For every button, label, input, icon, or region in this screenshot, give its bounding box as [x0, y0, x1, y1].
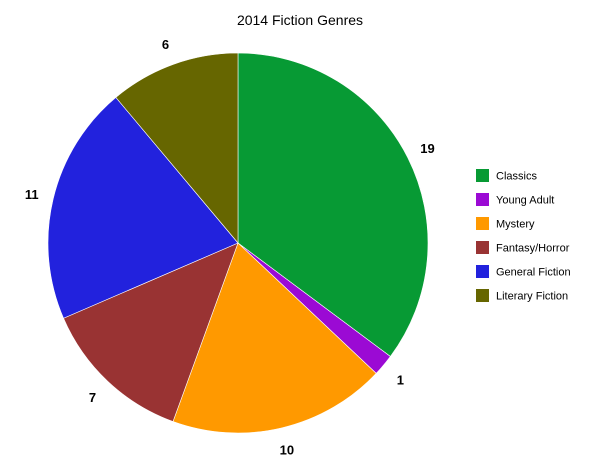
data-label-fantasy-horror: 7	[89, 390, 96, 405]
data-label-young-adult: 1	[397, 372, 404, 387]
pie-slice-literary-fiction	[115, 52, 239, 244]
legend-label-general-fiction: General Fiction	[496, 267, 571, 279]
data-labels: 19 1 10 7 11 6	[25, 37, 435, 457]
data-label-literary-fiction: 6	[162, 37, 169, 52]
data-label-mystery: 10	[280, 442, 294, 457]
legend-label-mystery: Mystery	[496, 219, 535, 231]
pie-slice-general-fiction	[47, 97, 239, 319]
legend-swatch-young-adult	[476, 193, 489, 206]
legend-label-fantasy-horror: Fantasy/Horror	[496, 243, 570, 255]
pie-slice-fantasy-horror	[63, 242, 239, 422]
legend-label-literary-fiction: Literary Fiction	[496, 291, 568, 303]
legend-swatch-fantasy-horror	[476, 241, 489, 254]
data-label-classics: 19	[420, 141, 434, 156]
data-label-general-fiction: 11	[25, 187, 39, 202]
legend-swatch-classics	[476, 169, 489, 182]
legend-label-classics: Classics	[496, 171, 537, 183]
legend-swatch-literary-fiction	[476, 289, 489, 302]
pie-slice-mystery	[172, 242, 377, 434]
legend-swatch-mystery	[476, 217, 489, 230]
legend: Classics Young Adult Mystery Fantasy/Horror…	[476, 169, 571, 303]
chart-title: 2014 Fiction Genres	[237, 12, 363, 28]
legend-label-young-adult: Young Adult	[496, 195, 554, 207]
pie-slices	[47, 52, 429, 434]
legend-swatch-general-fiction	[476, 265, 489, 278]
pie-slice-classics	[237, 52, 429, 357]
